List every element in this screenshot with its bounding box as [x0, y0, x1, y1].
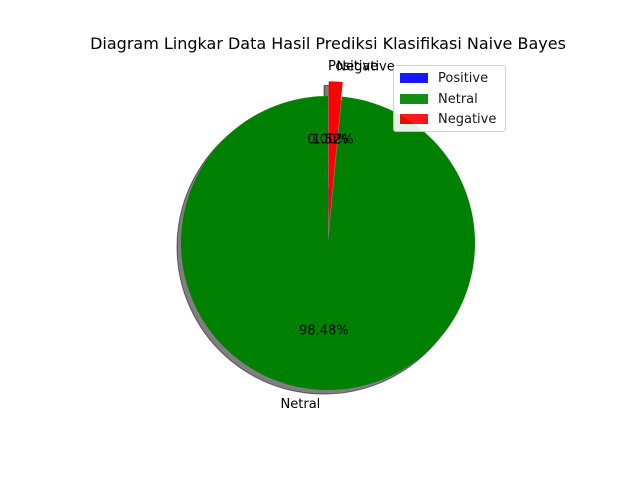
legend-item-netral: Netral: [400, 90, 478, 108]
legend-swatch-netral: [400, 94, 428, 104]
legend-label-negative: Negative: [438, 111, 497, 127]
pie-slice-negative: [328, 81, 343, 229]
legend-swatch-negative: [400, 114, 428, 124]
legend-item-negative: Negative: [400, 110, 496, 128]
pie-label-negative: Negative: [336, 59, 394, 74]
legend-label-netral: Netral: [438, 91, 478, 107]
legend-swatch-positive: [400, 73, 428, 83]
pie-percent-negative: 1.52%: [312, 133, 353, 148]
legend-label-positive: Positive: [438, 70, 489, 86]
pie-slice-netral: [181, 96, 475, 390]
chart-legend: Positive Netral Negative: [393, 65, 506, 132]
pie-label-positive: Positive: [328, 59, 378, 74]
chart-title: Diagram Lingkar Data Hasil Prediksi Klas…: [90, 34, 566, 53]
pie-label-netral: Netral: [281, 397, 321, 412]
legend-item-positive: Positive: [400, 69, 488, 87]
pie-layer: Positive 0.00% Netral 98.48% Negative 1.52%: [176, 59, 475, 412]
pie-percent-positive: 0.00%: [307, 133, 348, 148]
pie-percent-netral: 98.48%: [299, 324, 349, 339]
